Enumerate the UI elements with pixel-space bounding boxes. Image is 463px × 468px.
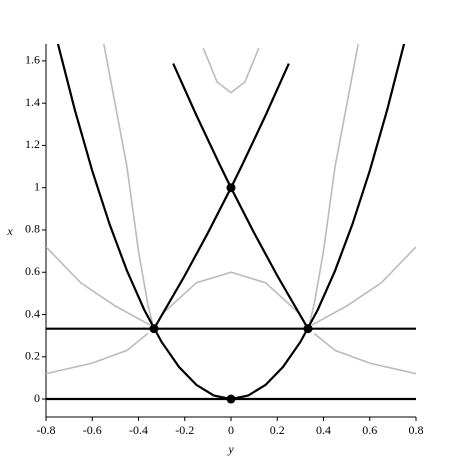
x-tick-label: -0.2 bbox=[175, 423, 194, 437]
y-tick-label: 0.4 bbox=[25, 306, 40, 320]
y-axis-label: x bbox=[6, 224, 13, 238]
equilibrium-point bbox=[149, 324, 159, 334]
y-tick-label: 1 bbox=[34, 179, 40, 193]
plot-area bbox=[46, 44, 416, 401]
separatrix bbox=[172, 63, 309, 330]
separatrix bbox=[153, 63, 290, 330]
trajectory bbox=[308, 44, 359, 324]
x-tick-label: 0.4 bbox=[316, 423, 331, 437]
equilibrium-point bbox=[303, 324, 313, 334]
x-tick-label: -0.8 bbox=[37, 423, 56, 437]
trajectory bbox=[46, 246, 151, 326]
y-tick-label: 1.2 bbox=[25, 137, 40, 151]
x-tick-label: 0.6 bbox=[362, 423, 377, 437]
y-tick-label: 0 bbox=[34, 391, 40, 405]
x-tick-label: 0 bbox=[228, 423, 234, 437]
x-tick-label: 0.8 bbox=[409, 423, 424, 437]
y-tick-label: 1.6 bbox=[25, 53, 40, 67]
equilibrium-point bbox=[226, 183, 236, 193]
trajectory bbox=[313, 332, 416, 375]
trajectory bbox=[46, 332, 149, 375]
trajectory bbox=[311, 246, 416, 326]
trajectory bbox=[202, 47, 260, 94]
x-tick-label: 0.2 bbox=[270, 423, 285, 437]
y-tick-label: 1.4 bbox=[25, 95, 40, 109]
x-tick-label: -0.6 bbox=[83, 423, 102, 437]
separatrix bbox=[56, 44, 406, 401]
trajectory bbox=[161, 271, 301, 316]
y-tick-label: 0.6 bbox=[25, 264, 40, 278]
x-axis-label: y bbox=[227, 442, 234, 456]
y-tick-label: 0.8 bbox=[25, 222, 40, 236]
trajectory bbox=[103, 44, 154, 324]
equilibrium-point bbox=[226, 394, 236, 404]
x-tick-label: -0.4 bbox=[129, 423, 148, 437]
y-tick-label: 0.2 bbox=[25, 349, 40, 363]
